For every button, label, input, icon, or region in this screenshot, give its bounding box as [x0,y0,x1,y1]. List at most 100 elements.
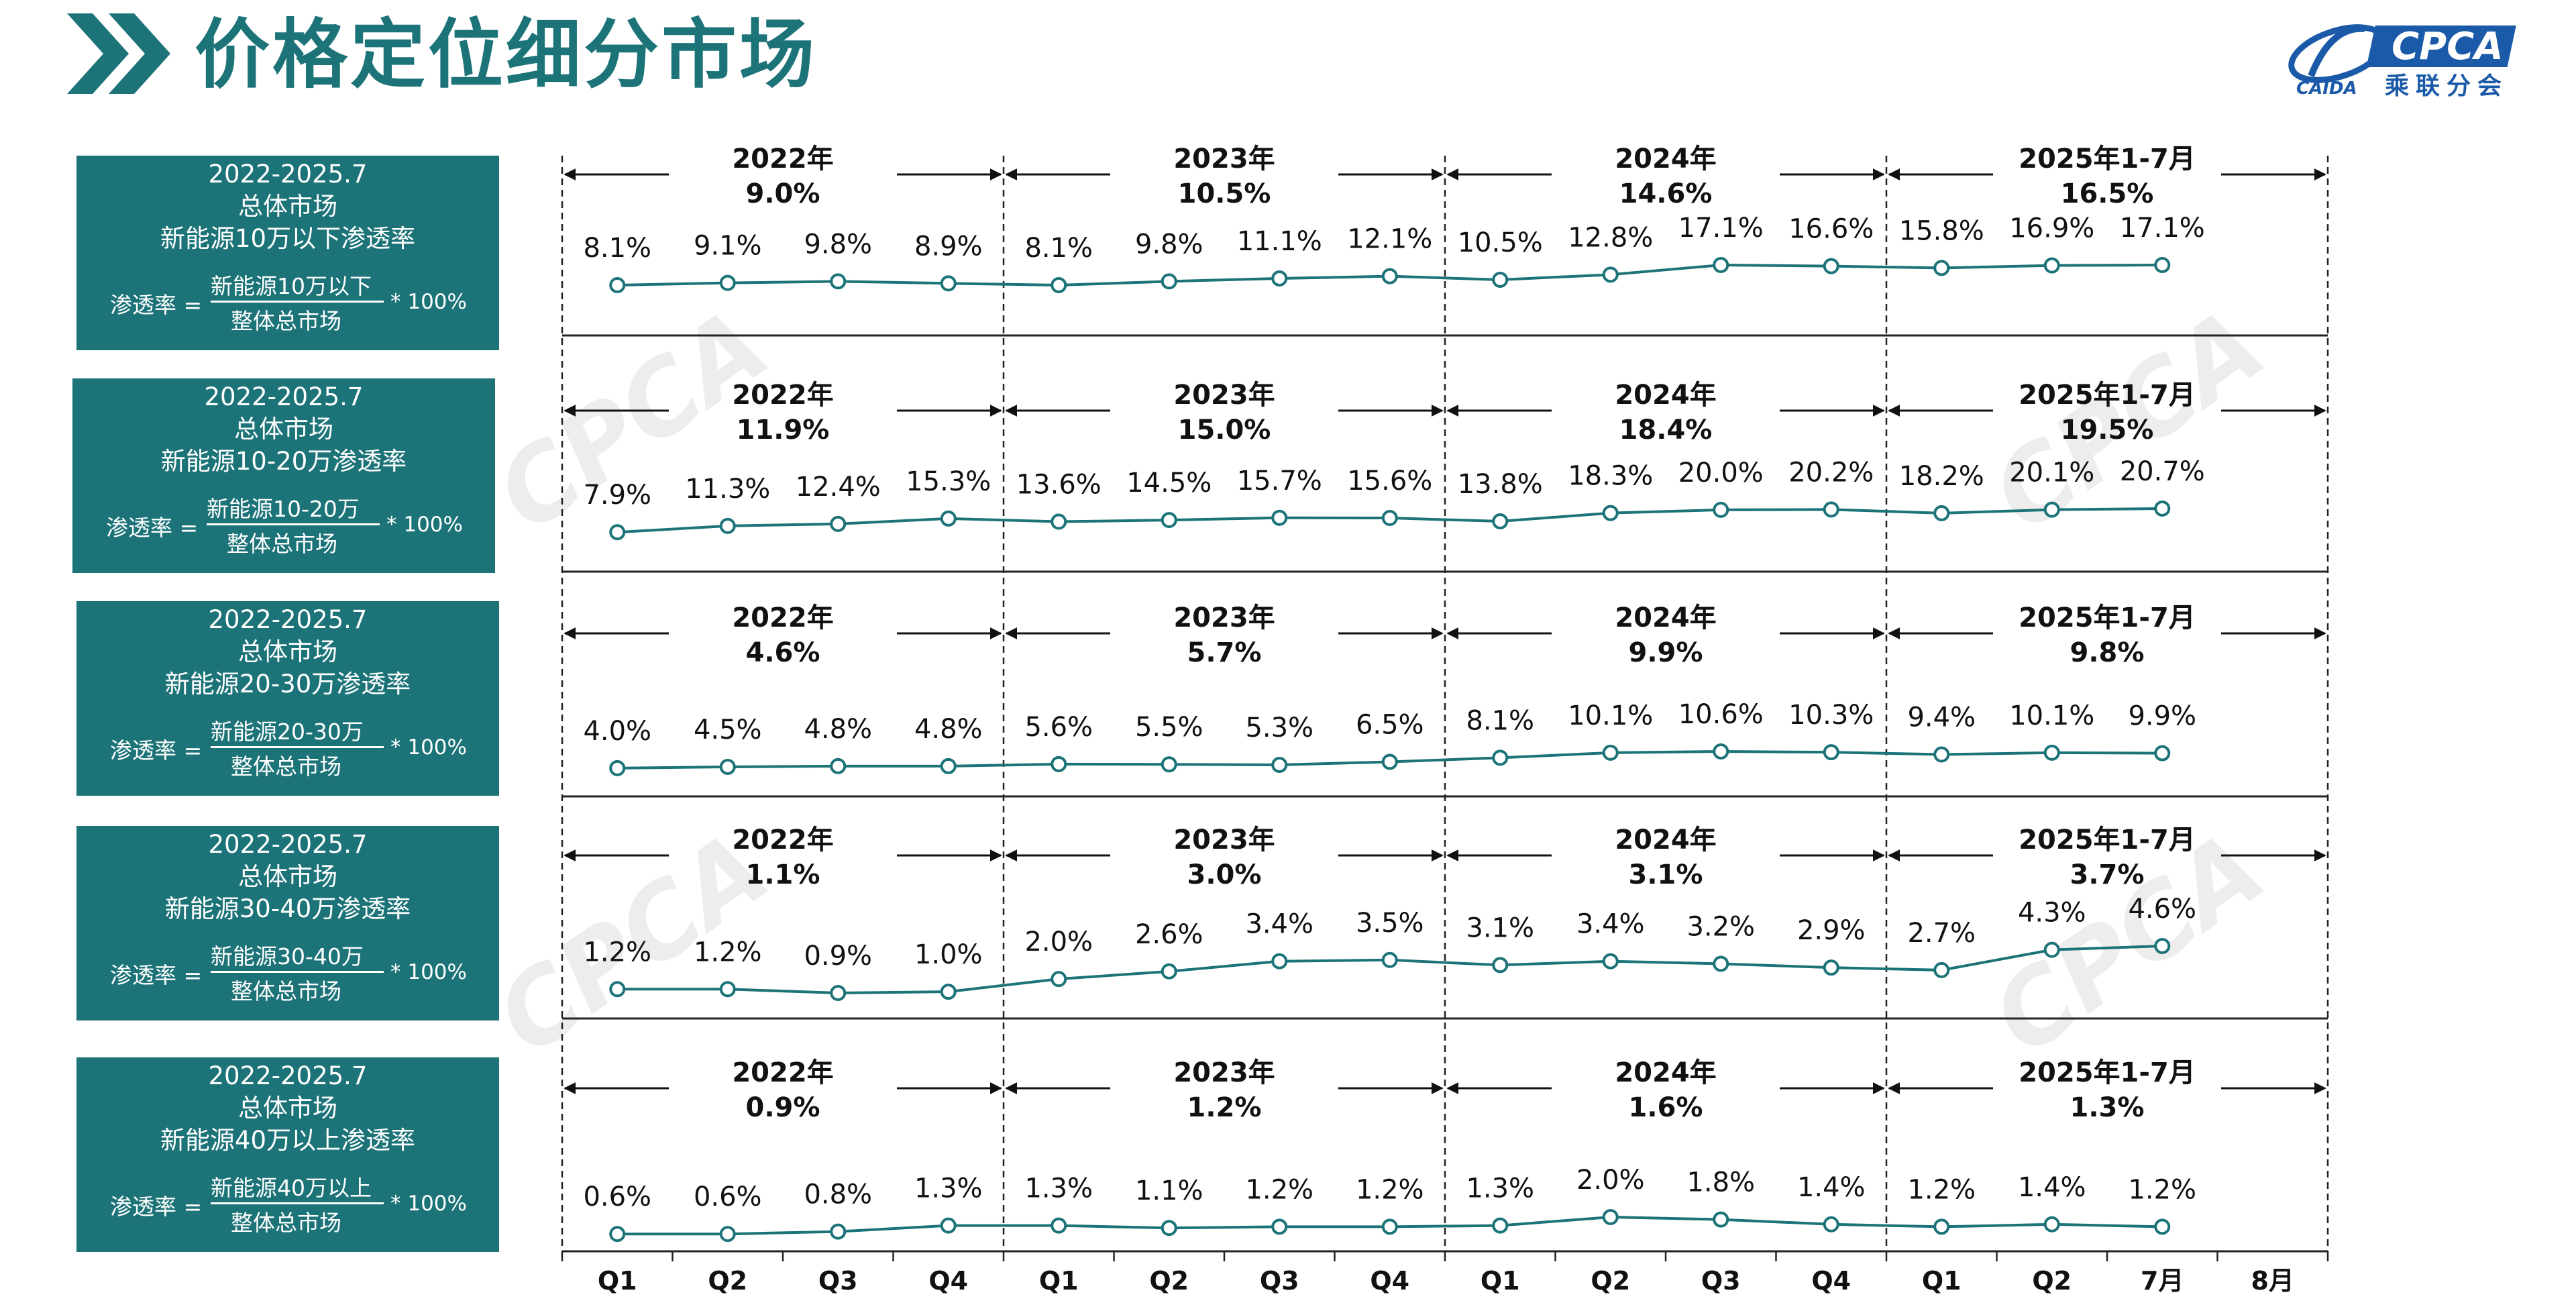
data-point [1161,963,1177,980]
data-label: 2.7% [1907,918,1976,949]
data-label: 13.8% [1458,469,1543,500]
data-point [1381,951,1398,968]
period-label: 2023年 [1173,603,1275,633]
period-label: 2022年 [732,825,833,855]
data-label: 9.9% [2128,701,2196,732]
period-value: 1.2% [1187,1092,1262,1123]
period-label: 2025年1-7月 [2019,1057,2196,1088]
data-label: 15.6% [1347,466,1432,496]
data-label: 15.8% [1899,215,1984,246]
formula: 渗透率 = 新能源40万以上 整体总市场 * 100% [76,1171,499,1236]
formula: 渗透率 = 新能源10-20万 整体总市场 * 100% [72,492,495,557]
data-point [940,275,957,292]
data-point [1602,505,1619,521]
data-label: 9.8% [804,229,872,260]
data-point [940,510,957,527]
data-label: 16.9% [2009,213,2094,244]
data-label: 11.3% [685,474,770,505]
panel-market: 总体市场 [238,637,337,666]
data-label: 5.3% [1245,713,1313,743]
formula-numerator: 新能源30-40万 [211,943,364,970]
data-label: 1.3% [914,1173,983,1204]
x-tick-label: Q2 [708,1266,747,1296]
data-point [1492,957,1509,974]
period-value: 3.1% [1629,859,1703,890]
period-label: 2025年1-7月 [2019,825,2196,855]
data-point [1933,1218,1950,1235]
data-label: 12.4% [796,472,881,503]
period-value: 19.5% [2061,415,2154,446]
data-label: 10.3% [1788,700,1874,731]
formula-numerator: 新能源10万以下 [211,273,372,299]
data-label: 3.2% [1686,911,1755,942]
period-value: 11.9% [737,415,830,446]
data-point [719,981,736,998]
x-tick-label: Q2 [1591,1266,1630,1296]
formula-denominator: 整体总市场 [227,531,337,557]
data-label: 15.7% [1237,466,1322,496]
data-label: 12.8% [1568,222,1653,253]
data-label: 3.4% [1576,909,1645,940]
period-value: 1.3% [2070,1092,2145,1123]
data-point [1051,513,1067,530]
data-point [719,517,736,534]
data-label: 11.1% [1237,226,1322,257]
x-tick-label: 8月 [2251,1266,2294,1296]
x-tick-label: Q1 [1039,1266,1079,1296]
data-point [1933,260,1950,276]
panel-metric: 新能源40万以上渗透率 [160,1126,416,1155]
x-tick-label: 7月 [2141,1266,2184,1296]
data-point [2154,745,2171,762]
data-label: 0.8% [804,1180,872,1210]
data-point [1271,509,1288,526]
data-point [609,981,626,998]
formula-numerator: 新能源10-20万 [207,496,360,522]
period-label: 2025年1-7月 [2019,380,2196,411]
formula-label: 渗透率 = [110,292,203,318]
data-label: 5.5% [1135,712,1203,743]
cpca-logo: CAIDA CPCA 乘联分会 [2288,24,2516,99]
period-label: 2022年 [732,603,833,633]
title-bar: 价格定位细分市场 [67,7,1006,101]
data-label: 4.8% [804,714,872,745]
data-label: 10.6% [1678,699,1764,730]
data-label: 14.5% [1126,468,1212,499]
formula: 渗透率 = 新能源30-40万 整体总市场 * 100% [76,940,499,1004]
period-label: 2023年 [1173,380,1275,411]
data-label: 1.4% [2018,1172,2086,1203]
data-point [1933,961,1950,978]
data-label: 18.2% [1899,461,1984,492]
data-label: 2.0% [1576,1165,1645,1196]
x-tick-label: Q4 [1370,1266,1409,1296]
data-point [1713,955,1729,972]
period-value: 9.8% [2070,637,2145,668]
data-point [1823,1216,1839,1233]
data-point [1492,749,1509,766]
data-label: 8.9% [914,231,983,262]
data-label: 4.5% [694,715,762,745]
period-label: 2024年 [1615,825,1716,855]
data-label: 4.0% [583,716,651,747]
data-point [1161,1220,1177,1237]
period-label: 2022年 [732,144,833,174]
data-point [1381,753,1398,770]
panel-period: 2022-2025.7 [208,1061,368,1090]
panel-period: 2022-2025.7 [208,830,368,859]
formula-denominator: 整体总市场 [231,1210,341,1236]
data-point [719,274,736,291]
data-label: 20.7% [2120,456,2205,487]
data-label: 4.8% [914,714,983,745]
data-point [1161,273,1177,290]
panel-over-40w: 2022-2025.7 总体市场 新能源40万以上渗透率 渗透率 = 新能源40… [76,1057,499,1252]
data-point [1271,757,1288,773]
x-tick-label: Q3 [1260,1266,1299,1296]
panel-market: 总体市场 [238,192,337,221]
formula: 渗透率 = 新能源10万以下 整体总市场 * 100% [76,270,499,334]
data-point [1713,501,1729,518]
data-label: 7.9% [583,480,651,511]
data-point [1051,755,1067,772]
data-point [1381,268,1398,284]
period-label: 2024年 [1615,144,1716,174]
period-value: 14.6% [1619,178,1713,209]
